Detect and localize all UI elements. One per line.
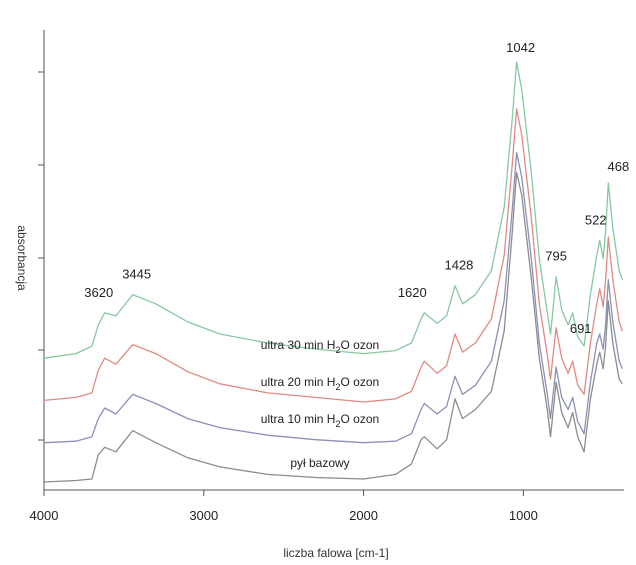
x-tick-label: 3000 (189, 508, 218, 523)
series-line-2 (43, 108, 624, 403)
peak-label: 1428 (444, 258, 473, 273)
series-line-3 (43, 61, 624, 359)
series-labels: pył bazowy ultra 10 min H2O ozon ultra 20 … (261, 338, 379, 470)
series-label-2: ultra 20 min H2O ozon (261, 375, 379, 392)
peak-label: 3620 (84, 285, 113, 300)
peak-label: 1042 (506, 40, 535, 55)
peak-label: 3445 (122, 267, 151, 282)
y-axis (38, 30, 45, 490)
peak-label: 795 (545, 249, 567, 264)
series-label-3: ultra 30 min H2O ozon (261, 338, 379, 355)
x-tick-label: 4000 (30, 508, 59, 523)
x-tick-label: 1000 (509, 508, 538, 523)
y-axis-title: absorbancja (15, 225, 29, 291)
x-tick-label: 2000 (349, 508, 378, 523)
peak-label: 1620 (398, 285, 427, 300)
series-label-1: ultra 10 min H2O ozon (261, 412, 379, 429)
x-axis-ticks: 4000 3000 2000 1000 (30, 490, 538, 523)
series-line-0 (43, 171, 623, 483)
x-axis-title: liczba falowa [cm-1] (283, 546, 388, 560)
series-line-1 (43, 152, 623, 444)
peak-labels: 3620 3445 1620 1428 1042 795 691 522 468 (84, 40, 629, 336)
peak-label: 522 (585, 212, 607, 227)
peak-label: 468 (607, 159, 629, 174)
series-layer (43, 61, 624, 483)
peak-label: 691 (570, 321, 592, 336)
series-label-0: pył bazowy (290, 456, 349, 470)
